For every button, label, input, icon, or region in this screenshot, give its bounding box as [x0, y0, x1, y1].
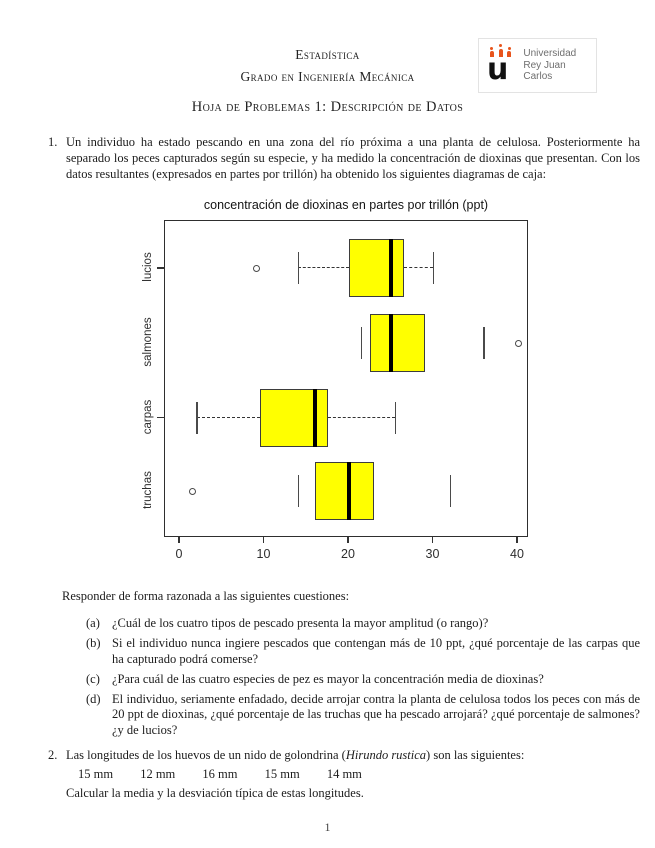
question-item: (b) Si el individuo nunca ingiere pescad… [86, 636, 640, 667]
problem-2-number: 2. [48, 748, 58, 762]
median-line [389, 314, 394, 372]
x-axis: 0 10 20 30 40 [164, 537, 528, 569]
egg-value: 14 mm [326, 767, 362, 781]
outlier-point [189, 487, 197, 495]
header-degree-title: Grado en Ingeniería Mecánica [240, 69, 415, 84]
problem-1-intro: Un individuo ha estado pescando en una z… [66, 135, 640, 181]
x-axis-tick [516, 537, 518, 543]
questions-list: (a) ¿Cuál de los cuatro tipos de pescado… [86, 616, 640, 743]
x-axis-tick-label: 20 [341, 547, 355, 561]
urjc-logo: u Universidad Rey Juan Carlos [478, 38, 597, 93]
question-text: ¿Para cuál de las cuatro especies de pez… [112, 671, 544, 686]
problem-2: 2. Las longitudes de los huevos de un ni… [48, 747, 640, 801]
y-axis-tick [157, 416, 165, 419]
crown-icon [490, 43, 511, 57]
box [370, 314, 426, 372]
boxplot-plot-area [157, 220, 528, 537]
whisker-dash-right [327, 416, 396, 418]
question-text: El individuo, seriamente enfadado, decid… [112, 691, 640, 737]
x-axis-tick [347, 537, 349, 543]
question-item: (a) ¿Cuál de los cuatro tipos de pescado… [86, 616, 640, 632]
whisker-cap-high [394, 401, 397, 434]
logo-mark: u [484, 43, 517, 89]
question-label: (a) [86, 616, 100, 630]
box [260, 388, 328, 447]
whisker-cap-high [483, 327, 485, 359]
whisker-dash-left [298, 267, 349, 268]
logo-line1: Universidad [523, 48, 577, 60]
whisker-cap-low [297, 252, 300, 284]
x-axis-tick-label: 10 [256, 547, 271, 561]
x-axis-tick-label: 30 [425, 547, 440, 561]
y-axis-tick [157, 267, 165, 269]
x-axis-tick [178, 537, 180, 543]
median-line [389, 239, 394, 297]
problem-2-outro: Calcular la media y la desviación típica… [66, 786, 364, 800]
problem-2-intro: Las longitudes de los huevos de un nido … [66, 748, 525, 762]
whisker-cap-high [449, 475, 452, 507]
x-axis-tick [262, 537, 265, 543]
sheet-title: Hoja de Problemas 1: Descripción de Dato… [191, 99, 464, 115]
y-axis-category-label: carpas [142, 399, 154, 434]
egg-value: 15 mm [78, 767, 114, 781]
outlier-point [252, 264, 260, 272]
y-axis-category-label: lucios [142, 252, 154, 282]
x-axis-tick-label: 0 [175, 547, 183, 561]
question-text: ¿Cuál de los cuatro tipos de pescado pre… [112, 616, 489, 630]
problem-1-number: 1. [48, 135, 58, 149]
x-axis-tick [431, 537, 434, 543]
question-label: (b) [86, 636, 101, 650]
logo-u-letter: u [487, 51, 509, 87]
species-name: Hirundo rustica [345, 748, 427, 762]
responder-note: Responder de forma razonada a las siguie… [62, 589, 350, 603]
x-axis-tick-label: 40 [510, 547, 524, 561]
whisker-cap-high [432, 252, 435, 284]
page-number: 1 [324, 820, 331, 834]
whisker-cap-low [360, 327, 363, 359]
chart-title: concentración de dioxinas en partes por … [203, 198, 489, 212]
question-item: (c) ¿Para cuál de las cuatro especies de… [86, 672, 640, 688]
median-line [347, 462, 351, 520]
whisker-dash-left [196, 416, 261, 418]
question-label: (d) [86, 691, 101, 706]
box [315, 462, 375, 520]
median-line [313, 388, 318, 447]
logo-line2: Rey Juan Carlos [523, 59, 566, 83]
egg-value: 16 mm [202, 767, 238, 781]
header-course-title: Estadística [295, 47, 360, 62]
logo-university-name: Universidad Rey Juan Carlos [523, 48, 596, 83]
question-label: (c) [86, 671, 100, 686]
whisker-cap-low [196, 401, 198, 434]
egg-value: 15 mm [264, 767, 300, 781]
outlier-point [514, 339, 522, 347]
y-axis-category-label: truchas [142, 471, 154, 509]
egg-value: 12 mm [140, 767, 176, 781]
question-item: (d) El individuo, seriamente enfadado, d… [86, 692, 640, 739]
y-axis-category-label: salmones [142, 317, 154, 367]
boxplot-chart: concentración de dioxinas en partes por … [128, 197, 548, 569]
whisker-dash-right [403, 267, 434, 268]
egg-length-values: 15 mm 12 mm 16 mm 15 mm 14 mm [78, 766, 640, 782]
whisker-cap-low [297, 475, 300, 507]
question-text: Si el individuo nunca ingiere pescados q… [112, 636, 640, 666]
problem-1: 1. Un individuo ha estado pescando en un… [48, 134, 640, 182]
box [349, 239, 404, 297]
